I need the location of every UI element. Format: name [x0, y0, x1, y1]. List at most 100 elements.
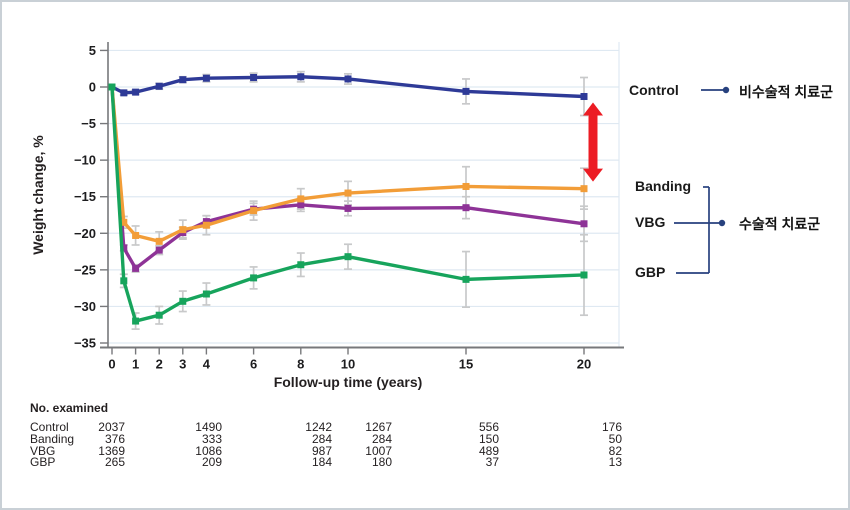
- series-label-control: Control: [629, 82, 679, 98]
- table-cell: 333: [201, 431, 222, 446]
- data-point-control: [297, 73, 305, 81]
- data-point-banding: [580, 185, 588, 193]
- data-point-vbg: [344, 204, 352, 212]
- table-row-label: Banding: [30, 431, 75, 446]
- data-point-gbp: [462, 275, 470, 283]
- data-point-gbp: [344, 253, 352, 261]
- data-point-control: [462, 87, 470, 95]
- y-tick-label: −35: [74, 336, 96, 351]
- table-cell: 376: [104, 431, 125, 446]
- x-tick-label: 20: [577, 357, 591, 372]
- y-tick-label: −25: [74, 262, 96, 277]
- data-point-vbg: [132, 264, 140, 272]
- y-tick-label: 5: [89, 43, 96, 58]
- table-cell: 180: [371, 455, 392, 470]
- x-tick-label: 2: [156, 357, 163, 372]
- data-point-vbg: [202, 218, 210, 226]
- table-cell: 284: [311, 431, 332, 446]
- data-point-control: [250, 73, 258, 81]
- series-label-gbp: GBP: [635, 264, 666, 280]
- table-cell: 1086: [195, 443, 222, 458]
- table-cell: 176: [601, 420, 622, 434]
- x-tick-label: 1: [132, 357, 139, 372]
- x-tick-label: 4: [203, 357, 211, 372]
- y-tick-label: −30: [74, 299, 96, 314]
- x-tick-label: 3: [179, 357, 186, 372]
- x-tick-label: 10: [341, 357, 355, 372]
- table-cell: 987: [311, 443, 332, 458]
- y-tick-label: −10: [74, 153, 96, 168]
- x-tick-label: 8: [297, 357, 304, 372]
- data-point-gbp: [120, 277, 128, 285]
- data-point-control: [344, 75, 352, 83]
- data-point-banding: [120, 218, 128, 226]
- table-cell: 1490: [195, 420, 222, 434]
- connector-dot: [722, 86, 730, 94]
- table-cell: 284: [371, 431, 392, 446]
- data-point-banding: [297, 195, 305, 203]
- data-point-vbg: [297, 201, 305, 209]
- data-point-banding: [462, 182, 470, 190]
- data-point-gbp: [580, 271, 588, 279]
- table-cell: 50: [608, 431, 622, 446]
- table-cell: 13: [608, 455, 622, 470]
- data-point-vbg: [462, 204, 470, 212]
- data-point-gbp: [155, 311, 163, 319]
- data-point-vbg: [580, 220, 588, 228]
- data-point-control: [580, 93, 588, 101]
- data-point-gbp: [108, 83, 116, 91]
- y-tick-label: −15: [74, 189, 96, 204]
- table-cell: 1242: [305, 420, 332, 434]
- table-cell: 2037: [98, 420, 125, 434]
- y-tick-label: −5: [81, 116, 96, 131]
- x-axis-title: Follow-up time (years): [273, 374, 423, 390]
- table-row-label: GBP: [30, 455, 56, 470]
- difference-arrow: [583, 102, 603, 182]
- data-point-gbp: [132, 317, 140, 325]
- data-point-control: [132, 88, 140, 96]
- y-tick-label: −20: [74, 226, 96, 241]
- data-point-gbp: [297, 261, 305, 269]
- data-point-gbp: [179, 297, 187, 305]
- data-point-banding: [155, 237, 163, 245]
- data-point-vbg: [155, 246, 163, 254]
- y-tick-label: 0: [89, 80, 96, 95]
- connector-dot: [718, 219, 726, 227]
- series-label-banding: Banding: [635, 178, 691, 194]
- x-tick-label: 6: [250, 357, 257, 372]
- table-cell: 1369: [98, 443, 125, 458]
- table-cell: 1007: [365, 443, 392, 458]
- annotation-nonsurgical-group-label: 비수술적 치료군: [739, 84, 834, 100]
- table-cell: 1267: [365, 420, 392, 434]
- x-tick-label: 0: [108, 357, 115, 372]
- table-cell: 184: [311, 455, 332, 470]
- table-row-label: Control: [30, 420, 69, 434]
- x-tick-label: 15: [459, 357, 473, 372]
- data-point-gbp: [250, 274, 258, 282]
- data-point-control: [155, 82, 163, 90]
- table-cell: 37: [485, 455, 499, 470]
- series-label-vbg: VBG: [635, 214, 666, 230]
- y-axis-title: Weight change, %: [30, 135, 46, 255]
- data-point-control: [202, 74, 210, 82]
- table-cell: 489: [478, 443, 499, 458]
- series-line-banding: [110, 85, 586, 244]
- data-point-banding: [179, 226, 187, 234]
- data-point-control: [179, 76, 187, 84]
- data-point-vbg: [120, 244, 128, 252]
- data-point-banding: [202, 221, 210, 229]
- series-line-vbg: [110, 85, 586, 271]
- table-cell: 82: [608, 443, 622, 458]
- data-point-banding: [250, 207, 258, 215]
- data-point-banding: [344, 189, 352, 197]
- table-cell: 556: [478, 420, 499, 434]
- table-cell: 150: [478, 431, 499, 446]
- no-examined-title: No. examined: [30, 401, 109, 415]
- annotation-surgical-group-label: 수술적 치료군: [739, 216, 821, 232]
- data-point-gbp: [202, 290, 210, 298]
- table-cell: 209: [201, 455, 222, 470]
- table-row-label: VBG: [30, 443, 56, 458]
- data-point-control: [120, 89, 128, 97]
